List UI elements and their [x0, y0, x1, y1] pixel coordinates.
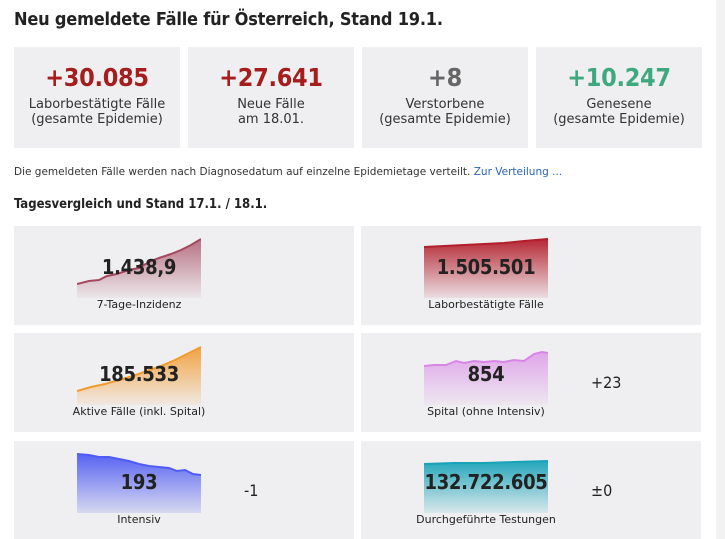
card-label: Spital (ohne Intensiv)	[427, 405, 545, 418]
sparkline-chart-icon	[77, 453, 201, 513]
summary-sublabel: (gesamte Epidemie)	[379, 112, 511, 127]
summary-value: +8	[428, 63, 462, 92]
sparkline-chart-icon	[424, 460, 548, 513]
summary-sublabel: (gesamte Epidemie)	[553, 112, 685, 127]
sparkline-chart-icon	[77, 238, 201, 298]
card-7-tage-inzidenz: 1.438,9 7-Tage-Inzidenz	[14, 226, 354, 325]
summary-value: +27.641	[219, 63, 323, 92]
distribution-note: Die gemeldeten Fälle werden nach Diagnos…	[14, 166, 562, 178]
page-title: Neu gemeldete Fälle für Österreich, Stan…	[14, 9, 443, 30]
section-subtitle: Tagesvergleich und Stand 17.1. / 18.1.	[14, 197, 268, 212]
card-aktive-faelle: 185.533 Aktive Fälle (inkl. Spital)	[14, 333, 354, 432]
card-value: 132.722.605	[424, 470, 548, 494]
summary-box-neue-faelle: +27.641 Neue Fälle am 18.01.	[188, 47, 354, 148]
distribution-link[interactable]: Zur Verteilung ...	[473, 166, 563, 178]
card-label: Aktive Fälle (inkl. Spital)	[72, 405, 206, 418]
sparkline-chart-icon	[424, 238, 548, 298]
card-value: 854	[467, 362, 505, 386]
summary-sublabel: am 18.01.	[237, 112, 305, 127]
card-delta: +23	[591, 373, 622, 392]
summary-label: Verstorbene	[405, 97, 485, 112]
note-text: Die gemeldeten Fälle werden nach Diagnos…	[14, 166, 471, 178]
sparkline-chart-icon	[77, 346, 201, 405]
summary-label: Laborbestätigte Fälle	[28, 97, 166, 112]
summary-sublabel: (gesamte Epidemie)	[31, 112, 163, 127]
card-label: Durchgeführte Testungen	[416, 513, 556, 526]
card-delta: ±0	[591, 481, 613, 500]
card-label: Intensiv	[117, 513, 161, 526]
summary-row: +30.085 Laborbestätigte Fälle (gesamte E…	[14, 47, 702, 148]
card-value: 193	[120, 470, 158, 494]
summary-value: +10.247	[567, 63, 671, 92]
card-label: Laborbestätigte Fälle	[428, 298, 544, 311]
card-testungen: 132.722.605 Durchgeführte Testungen ±0	[361, 441, 701, 539]
card-spital: 854 Spital (ohne Intensiv) +23	[361, 333, 701, 432]
summary-box-genesene: +10.247 Genesene (gesamte Epidemie)	[536, 47, 702, 148]
summary-box-verstorbene: +8 Verstorbene (gesamte Epidemie)	[362, 47, 528, 148]
card-intensiv: 193 Intensiv -1	[14, 441, 354, 539]
summary-label: Neue Fälle	[237, 97, 305, 112]
card-value: 1.505.501	[436, 255, 536, 279]
summary-box-laborbestaetigte: +30.085 Laborbestätigte Fälle (gesamte E…	[14, 47, 180, 148]
sparkline-chart-icon	[424, 350, 548, 405]
card-value: 1.438,9	[101, 255, 177, 279]
summary-value: +30.085	[45, 63, 149, 92]
card-laborbestaetigte-faelle: 1.505.501 Laborbestätigte Fälle	[361, 226, 701, 325]
card-label: 7-Tage-Inzidenz	[96, 298, 182, 311]
card-delta: -1	[244, 481, 259, 500]
card-value: 185.533	[99, 362, 179, 386]
scrollbar[interactable]	[716, 0, 725, 539]
summary-label: Genesene	[586, 97, 652, 112]
